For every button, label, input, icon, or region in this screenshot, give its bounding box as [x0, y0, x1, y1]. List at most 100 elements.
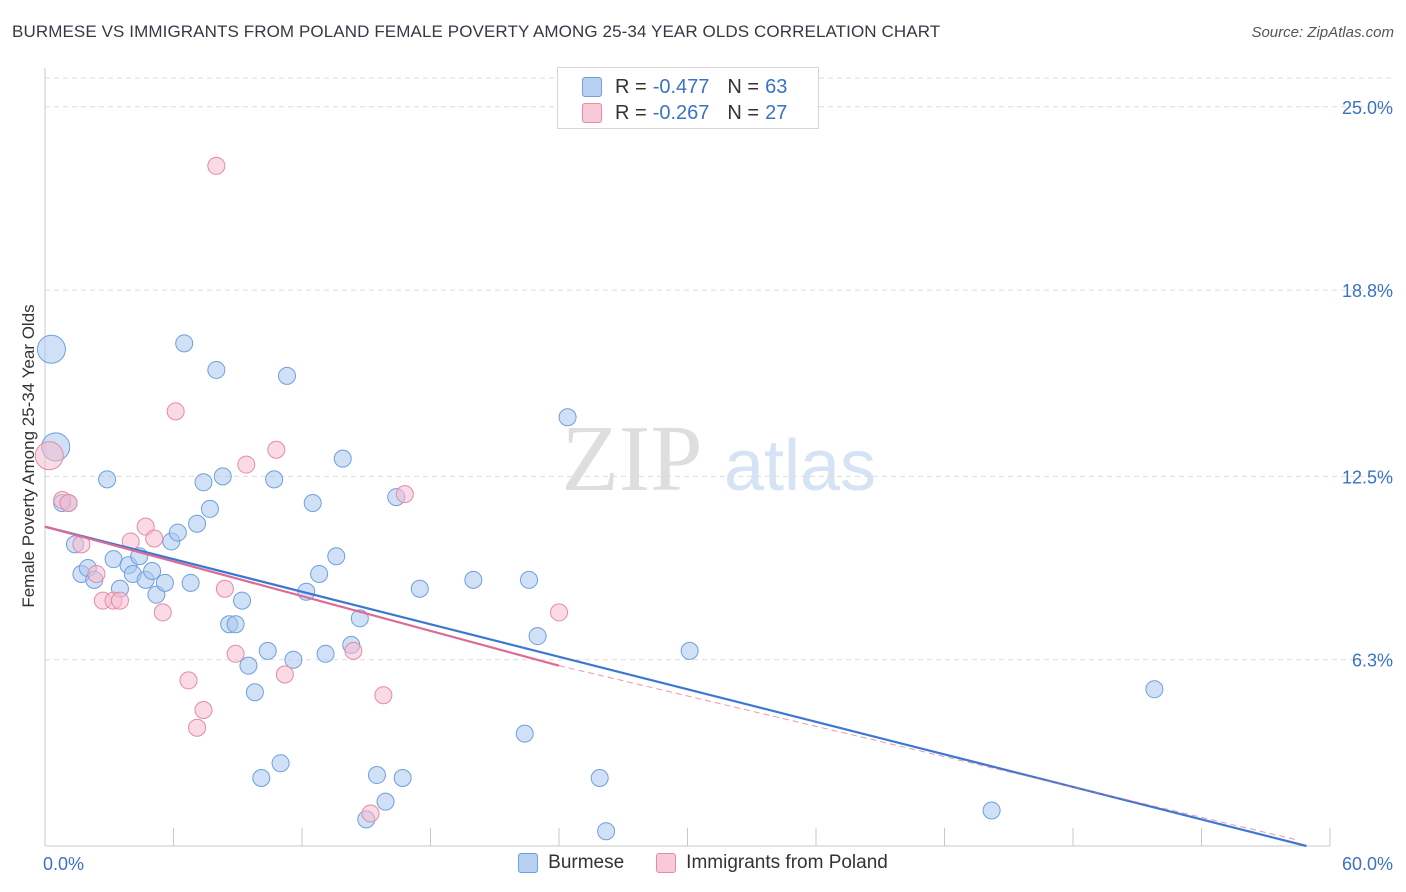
- burmese-point: [393, 768, 412, 787]
- poland-point: [194, 700, 213, 719]
- burmese-point: [680, 641, 699, 660]
- burmese-point: [327, 547, 346, 566]
- burmese-point: [207, 360, 226, 379]
- burmese-point: [278, 366, 297, 385]
- poland-point: [179, 671, 198, 690]
- poland-point: [145, 529, 164, 548]
- burmese-point: [303, 494, 322, 513]
- burmese-point: [271, 754, 290, 773]
- burmese-point: [464, 570, 483, 589]
- x-tick-label: 60.0%: [1342, 854, 1393, 874]
- legend-item-poland[interactable]: Immigrants from Poland: [656, 852, 888, 874]
- legend-r-label: R =: [615, 101, 647, 124]
- burmese-point: [333, 449, 352, 468]
- legend-item-burmese[interactable]: Burmese: [518, 852, 624, 874]
- watermark: ZIP atlas: [562, 407, 877, 511]
- poland-point: [215, 579, 234, 598]
- poland-point: [395, 485, 414, 504]
- legend-n-value: 63: [765, 75, 788, 98]
- poland-point: [361, 804, 380, 823]
- burmese-point: [181, 573, 200, 592]
- poland-trend-extension: [558, 665, 1298, 841]
- legend-label-burmese: Burmese: [548, 852, 625, 873]
- burmese-point: [239, 656, 258, 675]
- burmese-point: [410, 579, 429, 598]
- burmese-point: [194, 473, 213, 492]
- burmese-point: [515, 724, 534, 743]
- burmese-point: [188, 514, 207, 533]
- poland-legend-swatch: [656, 853, 677, 873]
- legend-r-value: -0.267: [652, 101, 710, 124]
- x-tick-label: 0.0%: [43, 854, 84, 874]
- legend-n-label: N =: [727, 101, 760, 124]
- burmese-point: [528, 627, 547, 646]
- burmese-point: [168, 523, 187, 542]
- burmese-point: [143, 562, 162, 581]
- poland-point: [59, 494, 78, 513]
- poland-point: [550, 603, 568, 622]
- burmese-point: [376, 792, 395, 811]
- legend-n-label: N =: [727, 75, 760, 98]
- poland-point: [275, 665, 294, 684]
- y-tick-label: 18.8%: [1342, 281, 1393, 301]
- burmese-point: [36, 334, 66, 364]
- burmese-point: [252, 768, 271, 787]
- burmese-point: [155, 573, 174, 592]
- burmese-point: [520, 570, 539, 589]
- burmese-point: [367, 766, 386, 785]
- poland-point: [207, 156, 226, 175]
- poland-point: [110, 591, 129, 610]
- burmese-point: [310, 564, 329, 583]
- data-points: [34, 156, 1164, 841]
- watermark-zip: ZIP: [562, 407, 703, 511]
- poland-point: [153, 603, 172, 622]
- burmese-point: [245, 683, 264, 702]
- poland-point: [188, 718, 207, 737]
- burmese-swatch: [582, 77, 602, 97]
- chart-title: BURMESE VS IMMIGRANTS FROM POLAND FEMALE…: [12, 22, 941, 41]
- burmese-point: [175, 334, 194, 353]
- poland-point: [267, 440, 286, 459]
- burmese-point: [597, 822, 616, 841]
- poland-point: [34, 441, 64, 471]
- burmese-point: [200, 499, 219, 518]
- burmese-point: [258, 641, 277, 660]
- poland-point: [87, 564, 106, 583]
- y-tick-label: 12.5%: [1342, 467, 1393, 487]
- burmese-point: [104, 550, 123, 569]
- legend-r-label: R =: [615, 75, 647, 98]
- y-tick-label: 25.0%: [1342, 98, 1393, 118]
- trend-lines: [44, 525, 1307, 848]
- y-tick-labels: 6.3% 12.5% 18.8% 25.0%: [1342, 98, 1393, 671]
- correlation-legend: R = -0.477 N = 63 R = -0.267 N = 27: [557, 67, 819, 129]
- legend-row-burmese: R = -0.477 N = 63: [582, 75, 787, 99]
- burmese-point: [316, 644, 335, 663]
- poland-point: [166, 402, 185, 421]
- burmese-point: [213, 467, 232, 486]
- burmese-point: [558, 408, 577, 427]
- poland-point: [374, 686, 393, 705]
- series-legend: Burmese Immigrants from Poland: [0, 852, 1406, 874]
- burmese-legend-swatch: [518, 853, 539, 873]
- y-axis-label: Female Poverty Among 25-34 Year Olds: [19, 304, 38, 608]
- burmese-point: [284, 650, 303, 669]
- poland-point: [344, 641, 363, 660]
- burmese-point: [350, 609, 369, 628]
- burmese-point: [226, 615, 245, 634]
- burmese-point: [590, 768, 609, 787]
- legend-row-poland: R = -0.267 N = 27: [582, 101, 787, 125]
- legend-r-value: -0.477: [652, 75, 710, 98]
- burmese-point: [98, 470, 117, 489]
- burmese-point: [265, 470, 284, 489]
- poland-trend-line: [44, 525, 560, 667]
- legend-label-poland: Immigrants from Poland: [686, 852, 888, 873]
- poland-swatch: [582, 103, 602, 123]
- source-label: Source: ZipAtlas.com: [1251, 24, 1394, 41]
- burmese-point: [233, 591, 252, 610]
- burmese-point: [1145, 680, 1164, 699]
- burmese-point: [982, 801, 1001, 820]
- x-tick-labels: 0.0% 60.0%: [43, 854, 1393, 874]
- poland-point: [237, 455, 256, 474]
- poland-point: [226, 644, 245, 663]
